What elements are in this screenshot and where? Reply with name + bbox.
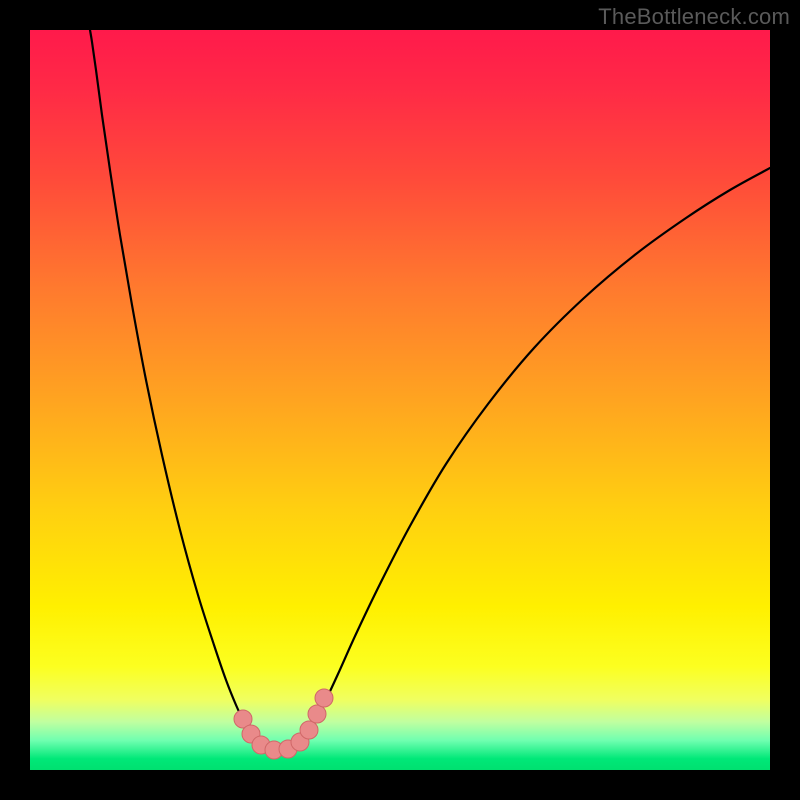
- watermark-label: TheBottleneck.com: [598, 4, 790, 30]
- plot-area: [30, 30, 770, 770]
- bottleneck-curve: [30, 30, 770, 770]
- figure-container: TheBottleneck.com: [0, 0, 800, 800]
- data-marker: [300, 721, 318, 739]
- data-marker: [315, 689, 333, 707]
- data-marker: [308, 705, 326, 723]
